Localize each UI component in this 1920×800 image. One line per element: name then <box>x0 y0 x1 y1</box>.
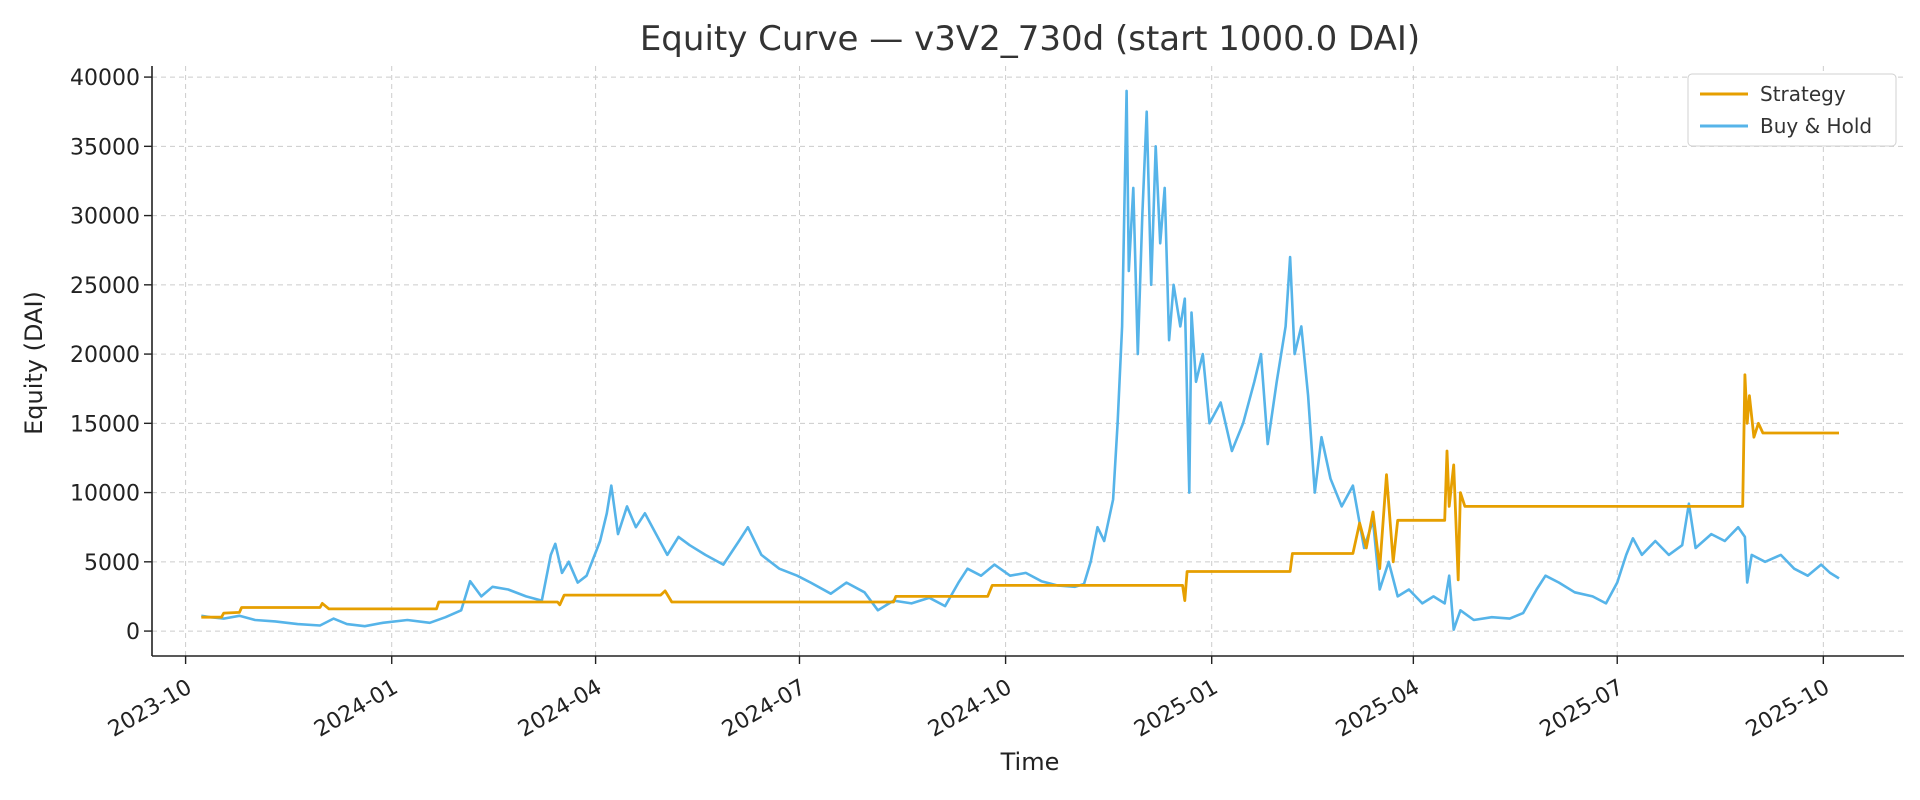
x-axis-label: Time <box>1000 748 1060 776</box>
legend-label-buy-hold: Buy & Hold <box>1760 114 1872 138</box>
series-layer <box>201 89 1840 631</box>
y-tick-label: 35000 <box>70 135 140 160</box>
x-tick-label: 2024-04 <box>514 675 606 743</box>
y-tick-label: 25000 <box>70 274 140 299</box>
x-tick-label: 2024-07 <box>718 675 810 743</box>
y-tick-label: 30000 <box>70 205 140 230</box>
y-tick-label: 5000 <box>84 551 140 576</box>
series-line-strategy <box>201 373 1839 619</box>
x-tick-label: 2025-07 <box>1536 675 1628 743</box>
x-tick-label: 2025-04 <box>1332 675 1424 743</box>
y-ticks: 0 5000 10000 15000 20000 25000 30000 35000 40000 <box>70 66 152 645</box>
y-tick-label: 0 <box>126 620 140 645</box>
chart-title: Equity Curve — v3V2_730d (start 1000.0 D… <box>640 19 1420 59</box>
grid <box>152 66 1904 656</box>
legend-label-strategy: Strategy <box>1760 82 1846 106</box>
x-tick-label: 2024-10 <box>924 675 1016 743</box>
x-tick-label: 2025-01 <box>1130 675 1222 743</box>
y-axis-label: Equity (DAI) <box>20 291 48 435</box>
series-line-buy-hold <box>201 89 1840 631</box>
y-tick-label: 40000 <box>70 66 140 91</box>
axes <box>151 66 1904 657</box>
y-tick-label: 20000 <box>70 343 140 368</box>
x-ticks: 2023-10 2024-01 2024-04 2024-07 2024-10 2025-… <box>104 656 1834 742</box>
x-tick-label: 2025-10 <box>1742 675 1834 743</box>
y-tick-label: 10000 <box>70 482 140 507</box>
x-tick-label: 2023-10 <box>104 675 196 743</box>
x-tick-label: 2024-01 <box>310 675 402 743</box>
y-tick-label: 15000 <box>70 412 140 437</box>
legend-box <box>1687 73 1897 147</box>
legend: Strategy Buy & Hold <box>1687 73 1897 147</box>
